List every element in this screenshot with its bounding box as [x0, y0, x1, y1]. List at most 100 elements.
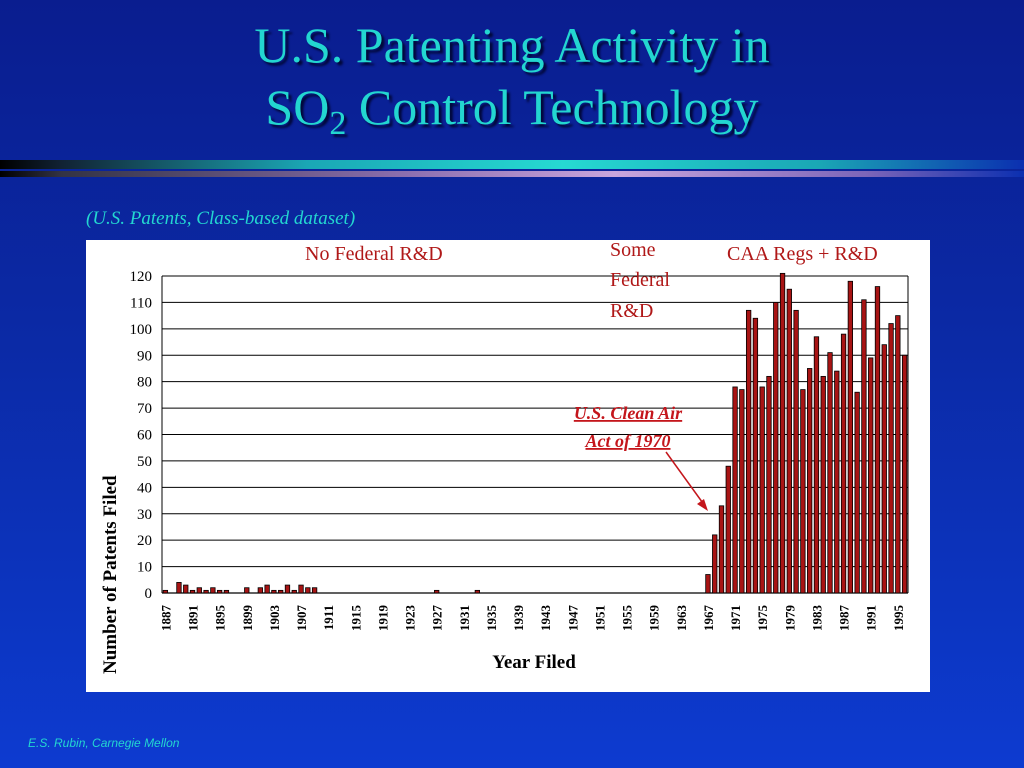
- bar: [244, 587, 250, 594]
- x-tick-label: 1935: [484, 605, 499, 632]
- x-tick-label: 1931: [457, 605, 472, 631]
- bar: [827, 352, 833, 594]
- y-tick-label: 20: [137, 533, 152, 549]
- y-tick-label: 80: [137, 375, 152, 391]
- title-divider-bottom: [0, 171, 1024, 177]
- bar: [434, 589, 440, 594]
- bar: [203, 589, 209, 594]
- bar: [800, 389, 806, 594]
- region-label-some-federal-1: Some: [610, 240, 656, 261]
- x-tick-label: 1903: [267, 605, 282, 632]
- x-tick-label: 1983: [809, 605, 824, 632]
- title-line-1: U.S. Patenting Activity in: [254, 17, 770, 73]
- bars: [162, 272, 908, 594]
- bar: [217, 589, 223, 594]
- bar: [223, 589, 230, 594]
- bar: [162, 589, 169, 594]
- bar: [901, 354, 908, 594]
- bar: [705, 574, 711, 594]
- bar: [779, 272, 786, 594]
- dataset-subtitle: (U.S. Patents, Class-based dataset): [86, 208, 356, 229]
- annotation-clean-air-line-1: U.S. Clean Air: [574, 403, 683, 423]
- y-tick-label: 120: [130, 269, 153, 285]
- y-tick-label: 0: [145, 586, 153, 602]
- x-tick-label: 1991: [864, 605, 879, 631]
- y-tick-label: 10: [137, 560, 152, 576]
- x-tick-label: 1959: [647, 605, 662, 632]
- bar: [264, 584, 270, 594]
- x-tick-label: 1963: [674, 605, 689, 632]
- y-tick-label: 30: [137, 507, 152, 523]
- x-tick-label: 1979: [782, 605, 797, 632]
- bar: [271, 589, 277, 594]
- bar: [189, 589, 196, 594]
- bar: [861, 299, 867, 594]
- x-tick-label: 1923: [403, 605, 418, 632]
- bar: [257, 587, 263, 594]
- annotation-arrowhead: [697, 499, 708, 511]
- bar: [745, 309, 752, 594]
- x-tick-label: 1943: [538, 605, 553, 632]
- region-label-some-federal-3: R&D: [610, 300, 653, 322]
- y-tick-label: 110: [130, 295, 152, 311]
- bar: [773, 302, 779, 594]
- annotation-arrow: [665, 451, 706, 507]
- bar: [868, 357, 874, 594]
- x-tick-label: 1987: [837, 605, 852, 632]
- bar: [759, 386, 765, 594]
- bar: [807, 368, 813, 594]
- annotation-clean-air-line-2: Act of 1970: [585, 431, 671, 451]
- bar: [834, 370, 840, 594]
- y-tick-label: 100: [130, 322, 153, 338]
- y-tick-labels: 0 10 20 30 40 50 60 70 80 90 100 110 120: [130, 269, 153, 602]
- bar: [888, 323, 894, 594]
- bar: [284, 584, 291, 594]
- x-tick-label: 1995: [891, 605, 906, 632]
- bar: [278, 589, 284, 594]
- x-tick-label: 1911: [321, 605, 336, 630]
- bar: [813, 336, 820, 594]
- y-tick-label: 40: [137, 480, 152, 496]
- title-line-2: SO2 Control Technology: [0, 76, 1024, 141]
- bar: [739, 389, 745, 594]
- bar: [210, 587, 216, 594]
- bar: [793, 309, 799, 594]
- x-tick-label: 1895: [213, 605, 228, 632]
- x-tick-label: 1975: [755, 605, 770, 632]
- title-rest: Control Technology: [346, 79, 759, 135]
- region-label-some-federal-2: Federal: [610, 269, 670, 291]
- bar: [854, 391, 860, 594]
- x-tick-label: 1939: [511, 605, 526, 632]
- bar: [895, 315, 901, 594]
- x-tick-label: 1891: [186, 605, 201, 631]
- x-tick-label: 1955: [620, 605, 635, 632]
- x-tick-label: 1971: [728, 605, 743, 631]
- bar: [311, 587, 318, 594]
- bar: [176, 582, 182, 594]
- x-tick-label: 1967: [701, 605, 716, 632]
- y-tick-label: 70: [137, 401, 152, 417]
- footer-credit: E.S. Rubin, Carnegie Mellon: [28, 736, 180, 750]
- bar: [196, 587, 202, 594]
- bar: [305, 587, 311, 594]
- bar: [291, 589, 297, 594]
- y-tick-label: 60: [137, 428, 152, 444]
- bar: [786, 288, 792, 594]
- bar: [474, 589, 480, 594]
- bar: [298, 584, 304, 594]
- x-tick-label: 1887: [158, 605, 173, 632]
- title-subscript: 2: [329, 105, 347, 142]
- bar: [847, 280, 853, 594]
- x-tick-label: 1919: [375, 605, 390, 632]
- bar: [766, 375, 772, 594]
- y-axis-title: Number of Patents Filed: [100, 475, 121, 674]
- x-tick-label: 1947: [565, 605, 580, 632]
- bar: [732, 386, 738, 594]
- title-divider-top: [0, 160, 1024, 169]
- slide-title: U.S. Patenting Activity in SO2 Control T…: [0, 14, 1024, 141]
- bar: [718, 505, 725, 594]
- bar: [725, 465, 731, 594]
- patent-bar-chart: 0 10 20 30 40 50 60 70 80 90 100 110 120 1887 1891 189…: [86, 240, 930, 692]
- x-tick-label: 1899: [240, 605, 255, 632]
- region-label-no-federal: No Federal R&D: [305, 243, 443, 265]
